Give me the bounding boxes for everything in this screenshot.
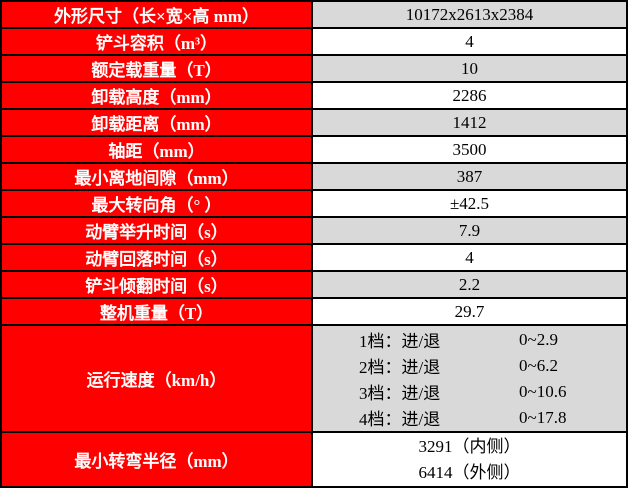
spec-label: 额定载重量（T） — [0, 54, 313, 83]
spec-label: 最小离地间隙（mm） — [0, 162, 313, 191]
table-row-speed: 运行速度（km/h） 1档：进/退 0~2.9 2档：进/退 0~6.2 3档：… — [0, 324, 628, 433]
spec-value: 4 — [311, 27, 628, 56]
table-row: 轴距（mm） 3500 — [0, 135, 628, 164]
spec-label: 铲斗倾翻时间（s） — [0, 270, 313, 299]
table-row: 最小离地间隙（mm） 387 — [0, 162, 628, 191]
table-row: 动臂回落时间（s） 4 — [0, 243, 628, 272]
table-row: 铲斗倾翻时间（s） 2.2 — [0, 270, 628, 299]
gear-line: 4档：进/退 0~17.8 — [313, 405, 626, 431]
gear-name: 3档：进/退 — [359, 384, 441, 403]
spec-label: 最小转弯半径（mm） — [0, 431, 313, 488]
gear-range: 0~10.6 — [519, 381, 567, 401]
gear-line: 3档：进/退 0~10.6 — [313, 379, 626, 405]
spec-label: 动臂举升时间（s） — [0, 216, 313, 245]
gear-name: 4档：进/退 — [359, 410, 441, 429]
gear-range: 0~6.2 — [519, 355, 558, 375]
table-row: 卸载高度（mm） 2286 — [0, 81, 628, 110]
table-row: 外形尺寸（长×宽×高 mm） 10172x2613x2384 — [0, 0, 628, 29]
spec-value: ±42.5 — [311, 189, 628, 218]
spec-label: 卸载距离（mm） — [0, 108, 313, 137]
gear-name: 1档：进/退 — [359, 332, 441, 351]
gear-name: 2档：进/退 — [359, 358, 441, 377]
spec-label: 外形尺寸（长×宽×高 mm） — [0, 0, 313, 29]
table-row: 整机重量（T） 29.7 — [0, 297, 628, 326]
spec-value: 1412 — [311, 108, 628, 137]
spec-value: 387 — [311, 162, 628, 191]
table-row: 卸载距离（mm） 1412 — [0, 108, 628, 137]
spec-label: 铲斗容积（m³） — [0, 27, 313, 56]
table-row: 铲斗容积（m³） 4 — [0, 27, 628, 56]
table-row: 动臂举升时间（s） 7.9 — [0, 216, 628, 245]
spec-value: 2.2 — [311, 270, 628, 299]
table-row: 最大转向角（° ） ±42.5 — [0, 189, 628, 218]
radius-outer-value: 6414（外侧） — [418, 462, 521, 482]
spec-value: 29.7 — [311, 297, 628, 326]
gear-line: 1档：进/退 0~2.9 — [313, 327, 626, 353]
gear-range: 0~2.9 — [519, 329, 558, 349]
spec-value: 4 — [311, 243, 628, 272]
gear-range: 0~17.8 — [519, 407, 567, 427]
spec-label: 轴距（mm） — [0, 135, 313, 164]
spec-value: 10 — [311, 54, 628, 83]
spec-value: 10172x2613x2384 — [311, 0, 628, 29]
spec-value: 3500 — [311, 135, 628, 164]
spec-label: 动臂回落时间（s） — [0, 243, 313, 272]
spec-label: 运行速度（km/h） — [0, 324, 313, 433]
gear-line: 2档：进/退 0~6.2 — [313, 353, 626, 379]
spec-value: 2286 — [311, 81, 628, 110]
spec-value-speed: 1档：进/退 0~2.9 2档：进/退 0~6.2 3档：进/退 0~10.6 … — [311, 324, 628, 433]
table-row: 额定载重量（T） 10 — [0, 54, 628, 83]
spec-value: 7.9 — [311, 216, 628, 245]
table-row-radius: 最小转弯半径（mm） 3291（内侧） 6414（外侧） — [0, 431, 628, 488]
spec-label: 最大转向角（° ） — [0, 189, 313, 218]
spec-value-radius: 3291（内侧） 6414（外侧） — [311, 431, 628, 488]
radius-inner-value: 3291（内侧） — [418, 436, 521, 456]
spec-label: 整机重量（T） — [0, 297, 313, 326]
spec-label: 卸载高度（mm） — [0, 81, 313, 110]
